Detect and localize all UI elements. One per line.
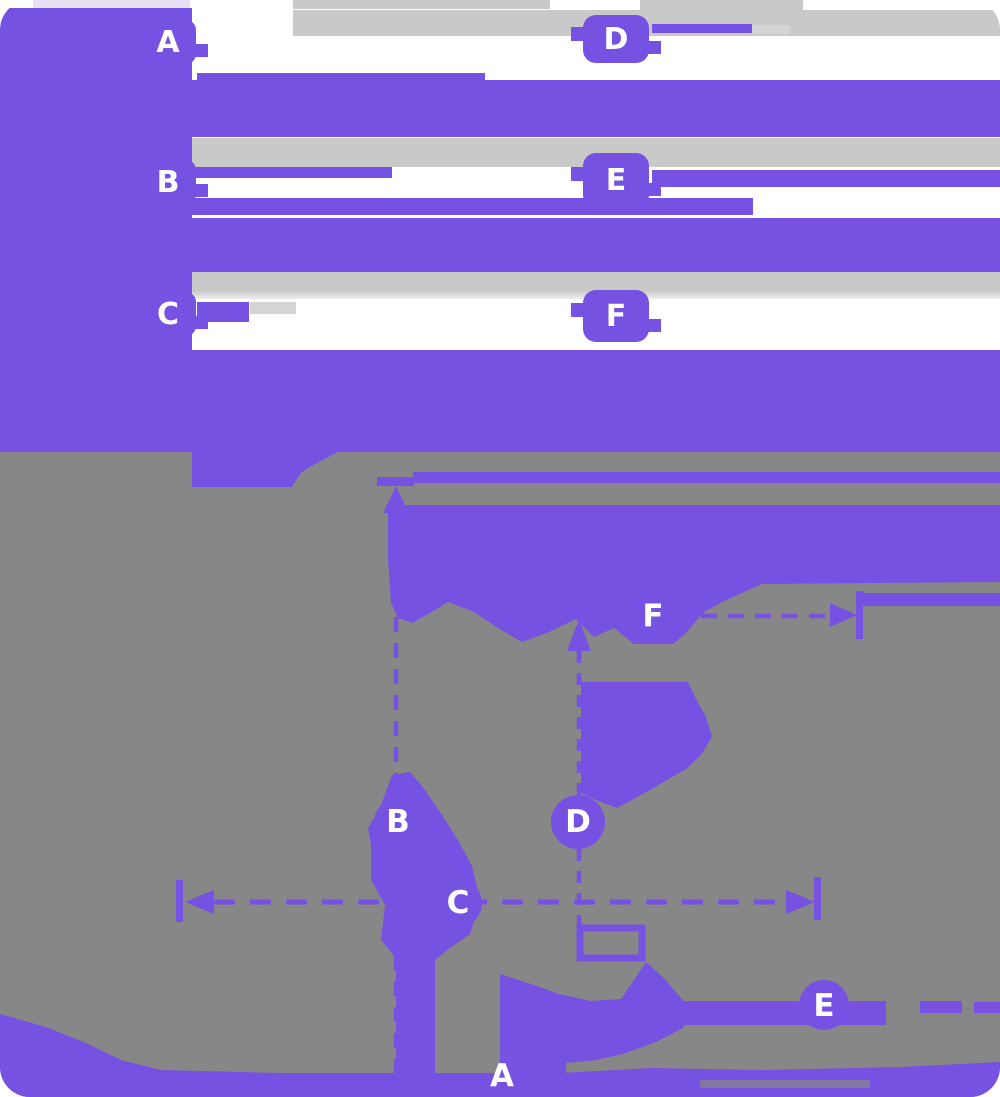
diagram-label-f[interactable]: F	[642, 598, 664, 634]
diagram-marker-c[interactable]	[434, 879, 482, 927]
redacted-text-bar	[640, 0, 803, 10]
diagram-upper-region	[388, 505, 1000, 644]
diagram-label-d[interactable]: D	[565, 804, 591, 840]
redacted-highlight	[197, 302, 249, 322]
redacted-highlight-fade	[250, 302, 296, 314]
diagram-mid-region	[581, 682, 712, 808]
option-badge-d[interactable]: D	[571, 15, 661, 63]
diagram-label-c[interactable]: C	[446, 885, 470, 921]
option-badge-b[interactable]: B	[140, 160, 208, 204]
diagram-label-e[interactable]: E	[813, 988, 835, 1024]
row-separator-band	[0, 350, 1000, 452]
c-line-right-cap	[814, 877, 821, 920]
option-badge-a[interactable]: A	[140, 20, 208, 64]
diagram-marker-d[interactable]	[551, 795, 605, 849]
row-separator-band	[0, 80, 1000, 137]
redacted-highlight-fade	[752, 25, 790, 34]
redacted-highlight	[652, 170, 1000, 187]
c-line-left-cap	[176, 880, 183, 922]
diagram-lower-region	[500, 962, 690, 1097]
diagram-marker-e[interactable]	[799, 980, 849, 1030]
option-badge-f[interactable]: F	[571, 290, 661, 342]
diagram-top-stripe	[413, 472, 1000, 483]
e-dimension-bar	[683, 1001, 886, 1025]
option-badge-e[interactable]: E	[571, 153, 661, 208]
d-line-up-arrow	[567, 619, 591, 651]
option-badge-c[interactable]: C	[140, 292, 208, 336]
f-line-end-cap	[856, 591, 863, 639]
b-line-end-cap	[377, 477, 414, 486]
c-line-left-arrow	[185, 890, 214, 914]
diagram-label-b[interactable]: B	[386, 804, 410, 840]
redacted-highlight	[192, 167, 392, 178]
b-line-up-arrow	[383, 486, 409, 513]
diagram-bottom-band	[0, 1014, 1000, 1097]
e-line-dash	[920, 1001, 962, 1013]
redacted-highlight	[652, 24, 752, 33]
bottom-band-gray-streak	[700, 1080, 870, 1088]
row-separator-band	[0, 218, 1000, 272]
c-line-right-arrow	[786, 890, 815, 914]
diagram-right-stripe	[862, 593, 1000, 606]
diagram-outline-box	[576, 924, 646, 962]
f-line-right-arrow	[830, 603, 857, 627]
redacted-text-bar	[293, 0, 550, 9]
redacted-highlight	[197, 73, 485, 90]
diagram-marker-b[interactable]	[374, 798, 422, 846]
diagram-bc-region	[368, 772, 477, 1097]
cutoff-row-highlight	[33, 0, 190, 8]
diagram-label-a[interactable]: A	[490, 1058, 514, 1094]
panel-wedge-shape	[192, 452, 338, 487]
e-line-dash	[974, 1002, 1000, 1013]
